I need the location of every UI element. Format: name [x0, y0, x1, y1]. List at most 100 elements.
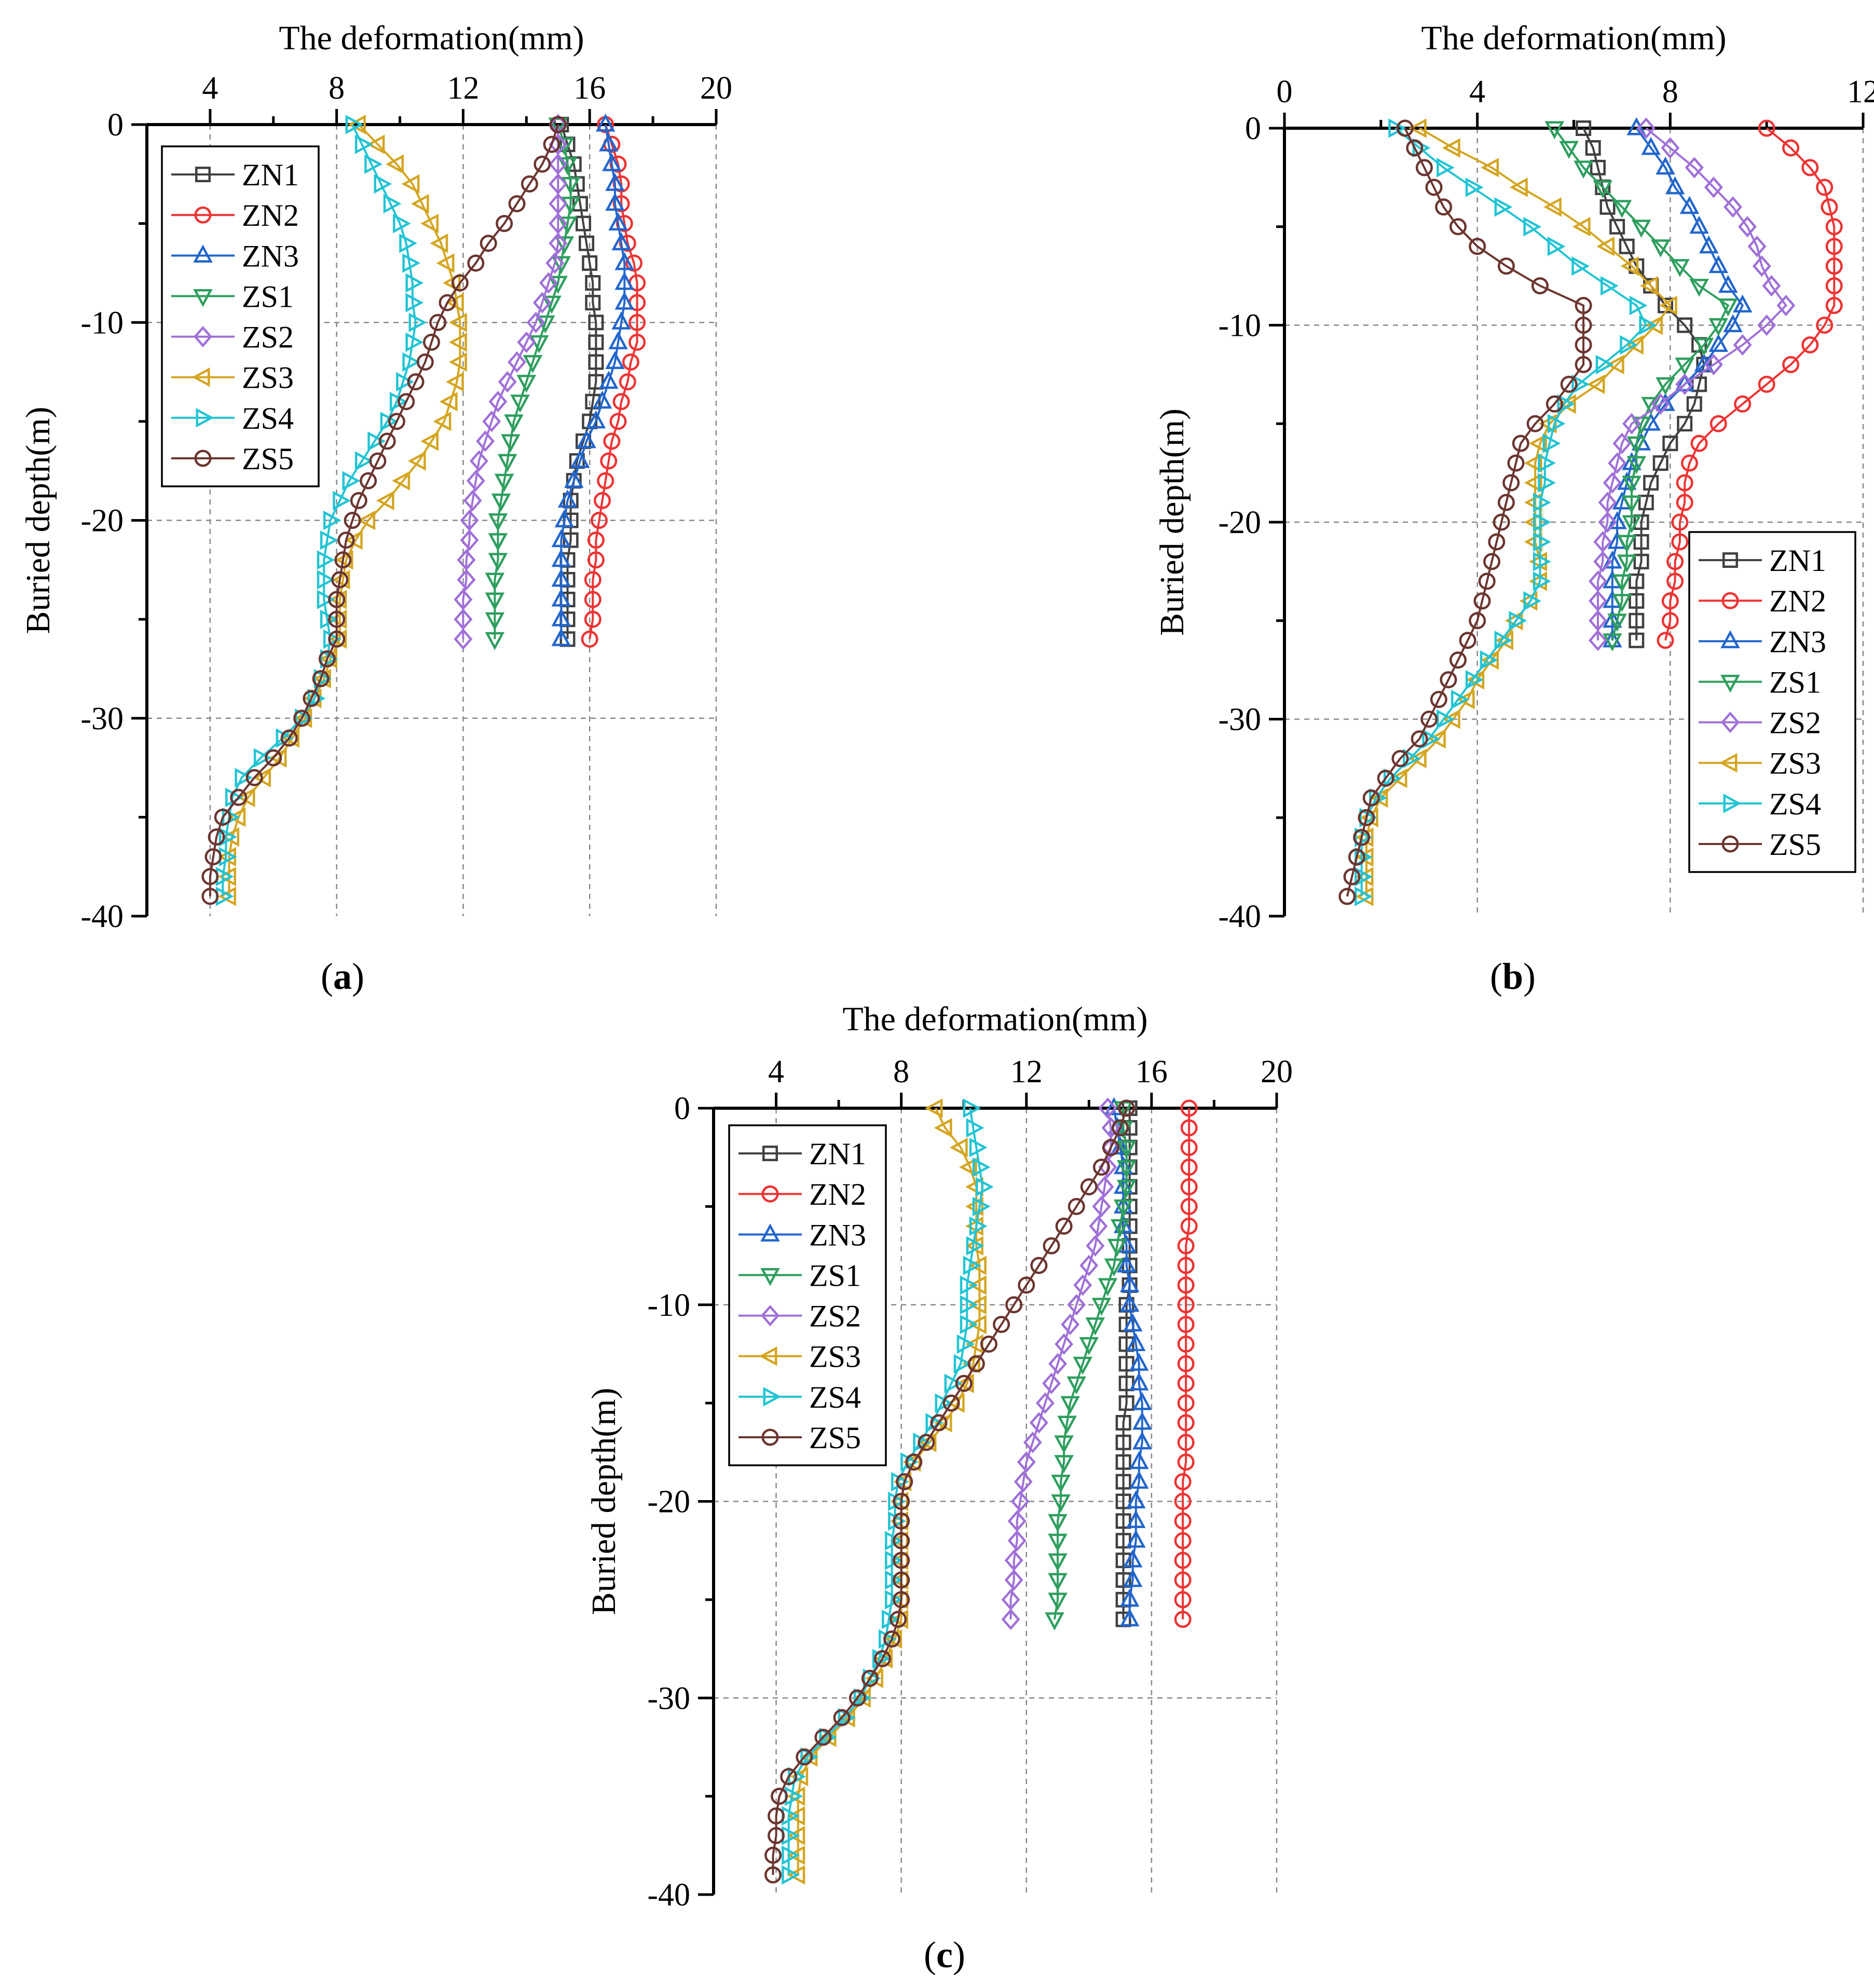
series-line — [228, 124, 461, 896]
data-point — [307, 688, 326, 709]
series-line — [1360, 127, 1648, 896]
data-point — [890, 1550, 909, 1570]
data-point — [581, 630, 598, 648]
legend-marker — [1720, 674, 1740, 693]
data-point — [1547, 414, 1566, 434]
data-point — [962, 1354, 980, 1374]
data-point — [1732, 294, 1753, 313]
data-point — [890, 1491, 909, 1512]
data-point — [1588, 570, 1607, 592]
data-point — [329, 590, 347, 609]
data-point — [893, 1493, 910, 1510]
data-point — [1051, 1494, 1071, 1513]
data-point — [1639, 276, 1658, 296]
data-point — [619, 235, 636, 252]
data-point — [1622, 495, 1642, 514]
data-point — [1612, 200, 1632, 219]
data-point — [956, 1334, 975, 1354]
data-point — [588, 354, 604, 370]
data-point — [579, 235, 595, 251]
data-point — [1092, 1159, 1110, 1176]
data-point — [1685, 157, 1704, 179]
data-point — [968, 1314, 987, 1335]
data-point — [454, 628, 473, 650]
data-point — [498, 371, 517, 393]
data-point — [1676, 494, 1693, 511]
data-point — [570, 450, 590, 468]
y-axis-title: Buried depth(m) — [1153, 409, 1191, 636]
data-point — [959, 1157, 977, 1177]
data-point — [1456, 689, 1475, 710]
data-point — [1607, 614, 1627, 632]
data-point — [861, 1669, 879, 1687]
data-point — [407, 373, 425, 391]
data-point — [1048, 1553, 1068, 1572]
data-point — [1533, 512, 1551, 532]
data-point — [600, 452, 618, 470]
data-point — [317, 550, 335, 570]
data-point — [1126, 1333, 1146, 1351]
data-point — [1177, 1355, 1195, 1372]
data-point — [614, 271, 635, 290]
series-zs5 — [764, 1099, 1136, 1884]
data-point — [1005, 1296, 1023, 1314]
data-point — [376, 491, 394, 511]
data-point — [1622, 475, 1642, 494]
data-point — [1107, 1238, 1127, 1257]
data-point — [1825, 277, 1843, 295]
data-point — [787, 1786, 805, 1806]
data-point — [548, 117, 568, 136]
data-point — [1608, 452, 1627, 474]
data-point — [401, 174, 420, 194]
data-point — [1738, 216, 1757, 238]
data-point — [1574, 160, 1593, 179]
data-point — [460, 509, 479, 532]
y-tick-label: -10 — [647, 1288, 690, 1323]
legend-marker — [1722, 552, 1738, 568]
data-point — [488, 391, 508, 413]
data-point — [960, 1295, 978, 1315]
data-point — [1629, 295, 1648, 316]
data-point — [1001, 1609, 1020, 1630]
panel-b: 0 4 8 12 0 -10 -20 -30 -40 The deformation(mm) Bur… — [1153, 19, 1874, 997]
data-point — [1177, 1276, 1195, 1294]
data-point — [1459, 632, 1476, 649]
data-point — [1606, 355, 1624, 375]
legend-marker — [194, 206, 212, 224]
data-point — [1119, 1293, 1140, 1312]
legend-box — [728, 1124, 887, 1466]
data-point — [787, 1865, 805, 1885]
legend-marker — [763, 1387, 782, 1407]
data-point — [968, 1256, 987, 1275]
data-point — [1119, 1588, 1140, 1607]
data-point — [1353, 828, 1371, 846]
data-point — [1497, 257, 1515, 275]
data-point — [612, 195, 630, 212]
data-point — [611, 311, 631, 330]
data-point — [1116, 1180, 1137, 1198]
legend-label: ZS4 — [242, 401, 294, 435]
data-point — [1089, 1215, 1108, 1237]
data-point — [1180, 1119, 1198, 1137]
data-point — [245, 769, 263, 786]
data-point — [1079, 1255, 1099, 1276]
data-point — [1801, 159, 1819, 176]
legend-marker — [1723, 794, 1742, 813]
data-point — [485, 592, 505, 611]
x-tick-label: 12 — [1010, 1054, 1043, 1090]
data-point — [1048, 1592, 1068, 1611]
series-zs4 — [782, 1098, 994, 1885]
legend-marker — [1719, 753, 1738, 773]
data-point — [1718, 275, 1738, 293]
data-point — [329, 609, 347, 629]
data-point — [488, 513, 508, 532]
data-point — [253, 768, 271, 787]
data-point — [1575, 356, 1592, 373]
legend-label: ZS1 — [809, 1258, 861, 1292]
series-zs2 — [1001, 1097, 1120, 1630]
data-point — [420, 213, 439, 234]
legend-label: ZN1 — [1769, 543, 1826, 578]
data-point — [494, 473, 514, 492]
data-point — [1723, 314, 1743, 332]
data-point — [599, 133, 619, 152]
